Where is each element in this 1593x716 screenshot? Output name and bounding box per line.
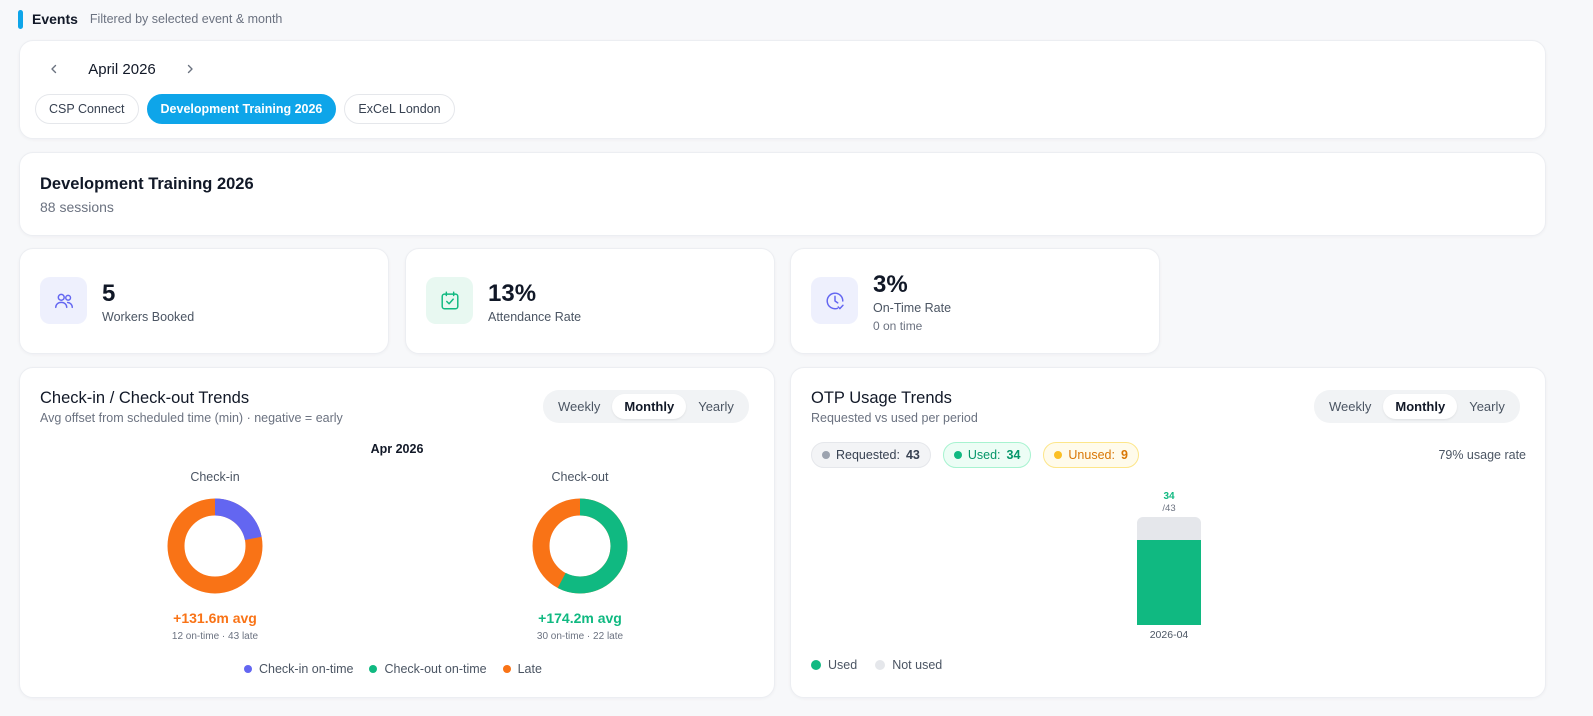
- requested-pill: Requested: 43: [811, 442, 931, 468]
- event-filter-card: April 2026 CSP Connect Development Train…: [19, 40, 1546, 139]
- tab-yearly[interactable]: Yearly: [698, 399, 734, 414]
- legend-item-checkin-on-time: Check-in on-time: [244, 662, 353, 676]
- legend-item-checkout-on-time: Check-out on-time: [369, 662, 487, 676]
- section-title: Events: [32, 11, 78, 27]
- requested-dot: [822, 451, 830, 459]
- checkin-detail: 12 on-time · 43 late: [171, 631, 259, 642]
- stat-value: 3%: [873, 271, 908, 298]
- checkout-average: +174.2m avg: [538, 610, 622, 626]
- period-toggle: Weekly Monthly Yearly: [543, 390, 749, 423]
- tab-yearly[interactable]: Yearly: [1469, 399, 1505, 414]
- donut-label: Check-in: [190, 470, 240, 484]
- stat-card-on-time-rate: 3% On-Time Rate 0 on time: [790, 248, 1160, 354]
- legend-dot: [875, 660, 886, 670]
- checkout-detail: 30 on-time · 22 late: [536, 631, 624, 642]
- otp-bar-not-used: [1137, 517, 1201, 625]
- legend-label: Check-in on-time: [259, 662, 354, 676]
- event-session-count: 88 sessions: [40, 199, 114, 215]
- event-chip-csp-connect[interactable]: CSP Connect: [35, 94, 139, 124]
- stat-label: Attendance Rate: [488, 310, 582, 324]
- legend-label: Check-out on-time: [384, 662, 487, 676]
- bar-used-value: 34: [1163, 491, 1175, 502]
- usage-rate: 79% usage rate: [1438, 448, 1526, 462]
- legend-dot: [244, 665, 252, 673]
- stat-label: Workers Booked: [102, 310, 195, 324]
- checkout-on-time-slice: [532, 498, 628, 594]
- clock-check-icon: [811, 277, 858, 324]
- users-icon: [40, 277, 87, 324]
- stat-value: 5: [102, 280, 116, 307]
- pill-label: Requested:: [836, 448, 900, 462]
- legend-dot: [369, 665, 378, 673]
- used-dot: [953, 451, 962, 459]
- otp-summary-pills: Requested: 43 Used: 34 Unused: 9: [811, 442, 1139, 468]
- checkin-donut-block: Check-in +131.6m avg 12 on-time · 43 lat…: [115, 470, 315, 642]
- donut-legend: Check-in on-time Check-out on-time Late: [244, 662, 542, 676]
- pill-value: 43: [905, 448, 920, 462]
- otp-bar-used: [1137, 539, 1201, 625]
- checkin-checkout-trends-card: Check-in / Check-out Trends Avg offset f…: [19, 367, 775, 698]
- card-subtitle: Requested vs used per period: [811, 411, 978, 425]
- legend-item-used: Used: [811, 658, 857, 672]
- used-pill: Used: 34: [942, 442, 1032, 468]
- bar-x-label: 2026-04: [1149, 629, 1189, 641]
- legend-item-not-used: Not used: [875, 658, 942, 672]
- section-header: Events Filtered by selected event & mont…: [18, 8, 282, 30]
- chevron-right-icon[interactable]: [182, 59, 198, 79]
- card-subtitle: Avg offset from scheduled time (min) · n…: [40, 411, 343, 425]
- unused-pill: Unused: 9: [1043, 442, 1139, 468]
- checkout-donut-chart: [532, 498, 628, 594]
- tab-weekly[interactable]: Weekly: [558, 399, 601, 414]
- tab-monthly[interactable]: Monthly: [612, 394, 687, 419]
- calendar-check-icon: [426, 277, 473, 324]
- legend-label: Used: [828, 658, 858, 672]
- month-label: April 2026: [88, 60, 156, 78]
- pill-label: Unused:: [1068, 448, 1115, 462]
- period-label: Apr 2026: [370, 442, 424, 456]
- tab-weekly[interactable]: Weekly: [1329, 399, 1372, 414]
- legend-label: Not used: [892, 658, 943, 672]
- event-title: Development Training 2026: [40, 175, 254, 193]
- month-navigator: April 2026: [46, 59, 198, 79]
- legend-label: Late: [517, 662, 542, 676]
- stat-value: 13%: [488, 280, 537, 307]
- legend-item-late: Late: [502, 662, 542, 676]
- stat-label: On-Time Rate: [873, 301, 952, 315]
- event-chip-list: CSP Connect Development Training 2026 Ex…: [35, 94, 455, 124]
- unused-dot: [1054, 451, 1063, 459]
- donut-label: Check-out: [551, 470, 609, 484]
- event-chip-development-training-2026[interactable]: Development Training 2026: [146, 94, 337, 124]
- header-accent-bar: [18, 9, 23, 29]
- legend-dot: [502, 665, 511, 673]
- legend-dot: [811, 660, 821, 670]
- stat-card-attendance-rate: 13% Attendance Rate: [405, 248, 775, 354]
- pill-value: 9: [1120, 448, 1128, 462]
- card-title: OTP Usage Trends: [811, 389, 952, 407]
- event-summary-card: Development Training 2026 88 sessions: [19, 152, 1546, 236]
- period-toggle: Weekly Monthly Yearly: [1314, 390, 1520, 423]
- event-chip-excel-london[interactable]: ExCeL London: [344, 94, 455, 124]
- tab-monthly[interactable]: Monthly: [1383, 394, 1458, 419]
- pill-value: 34: [1006, 448, 1021, 462]
- bar-total-value: /43: [1162, 503, 1176, 514]
- chevron-left-icon[interactable]: [46, 59, 62, 79]
- otp-bar-column: 34 /43 2026-04: [1137, 491, 1201, 641]
- card-title: Check-in / Check-out Trends: [40, 389, 250, 407]
- otp-legend: Used Not used: [811, 658, 942, 672]
- stat-note: 0 on time: [873, 319, 923, 333]
- checkin-average: +131.6m avg: [173, 610, 257, 626]
- checkout-donut-block: Check-out +174.2m avg 30 on-time · 22 la…: [480, 470, 680, 642]
- section-subtitle: Filtered by selected event & month: [89, 12, 283, 26]
- otp-usage-trends-card: OTP Usage Trends Requested vs used per p…: [790, 367, 1546, 698]
- checkin-donut-chart: [167, 498, 263, 594]
- pill-label: Used:: [967, 448, 1001, 462]
- stat-card-workers-booked: 5 Workers Booked: [19, 248, 389, 354]
- checkin-on-time-slice: [167, 498, 263, 594]
